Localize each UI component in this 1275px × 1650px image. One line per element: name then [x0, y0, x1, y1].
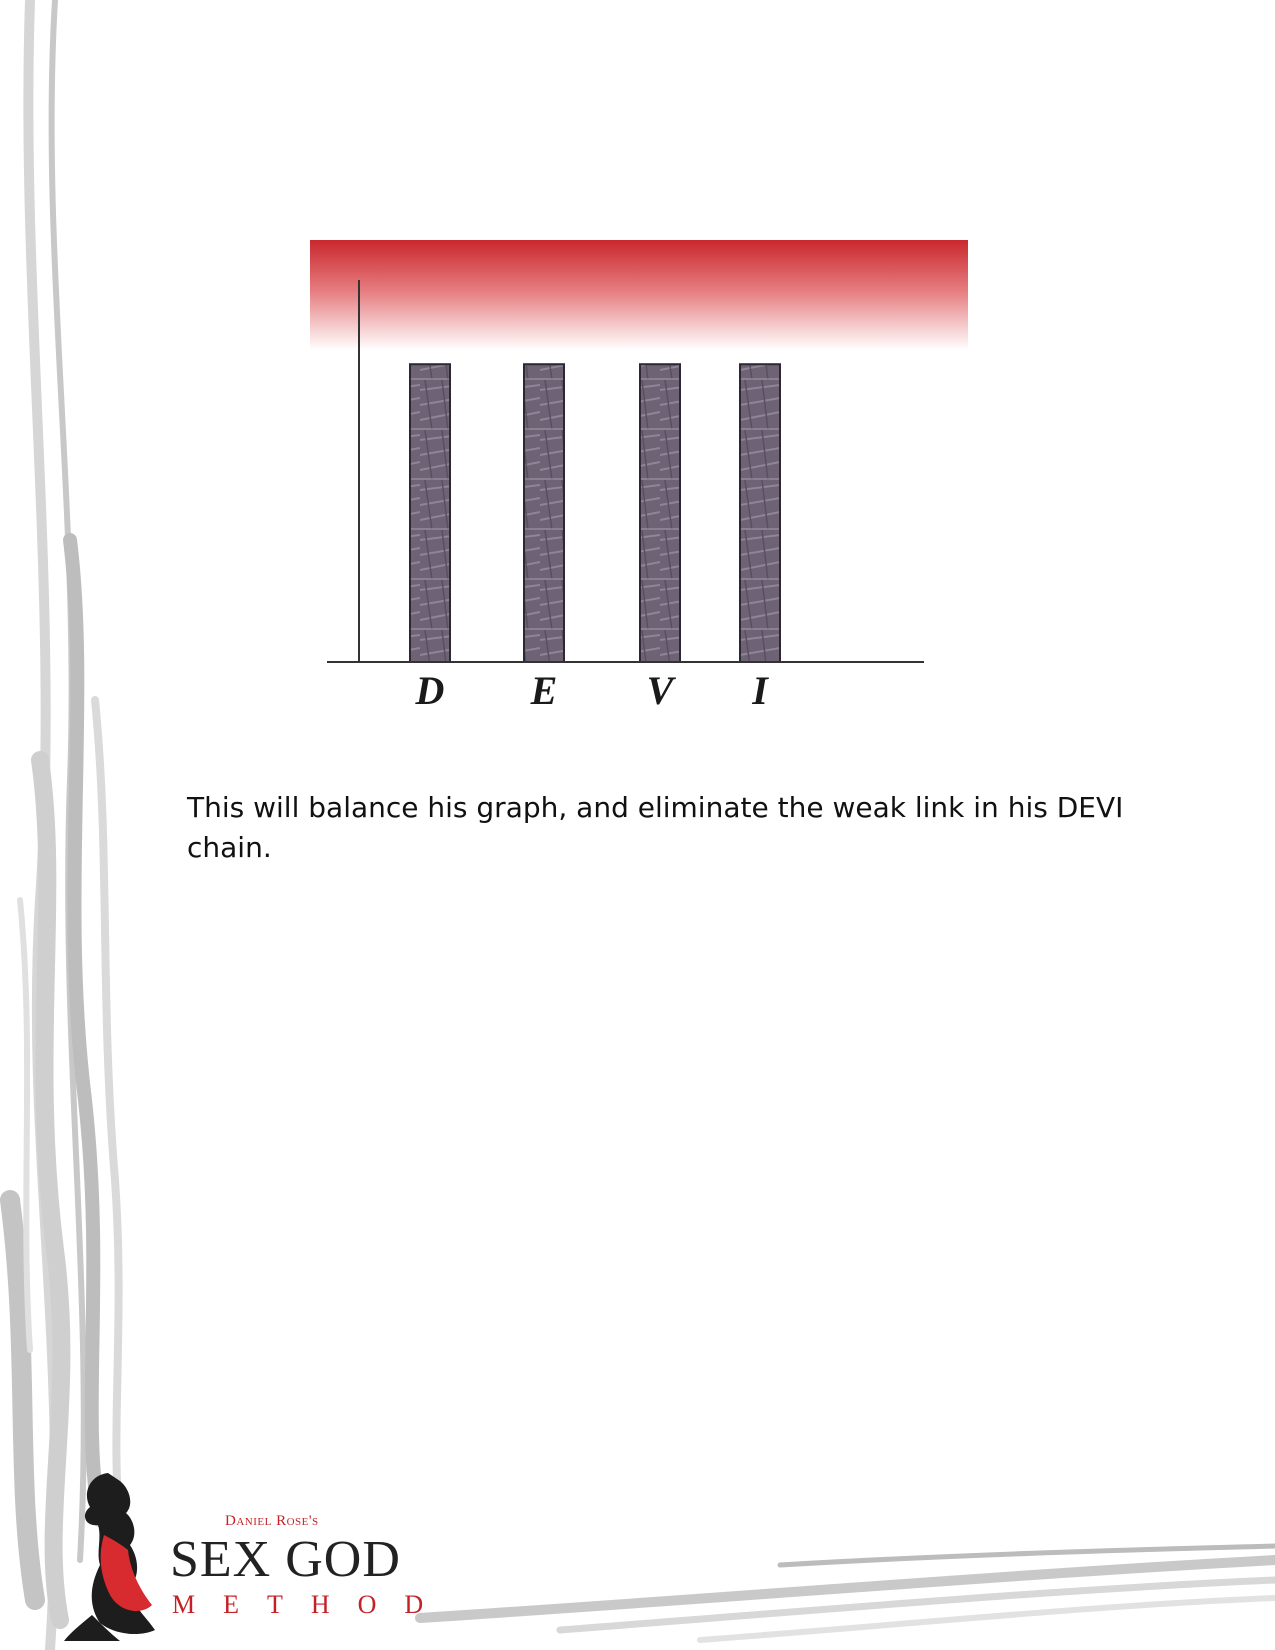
logo-sub-text: METHOD: [172, 1590, 452, 1619]
woman-silhouette-icon: [64, 1473, 155, 1641]
body-paragraph: This will balance his graph, and elimina…: [187, 791, 1124, 864]
logo-small-text: Daniel Rose's: [225, 1513, 319, 1529]
brand-logo: Daniel Rose's SEX GOD METHOD: [60, 1465, 423, 1645]
logo-main-text: SEX GOD: [170, 1531, 401, 1588]
top-band: [310, 240, 968, 350]
tick-label-d: D: [415, 668, 445, 713]
tick-label-v: V: [647, 668, 677, 713]
bar-e: [523, 363, 565, 663]
bars-layer: [409, 363, 781, 663]
bar-v: [639, 363, 681, 663]
tick-label-e: E: [530, 668, 558, 713]
bar-i: [739, 363, 781, 663]
bar-d: [409, 363, 451, 663]
tick-label-i: I: [751, 668, 769, 713]
